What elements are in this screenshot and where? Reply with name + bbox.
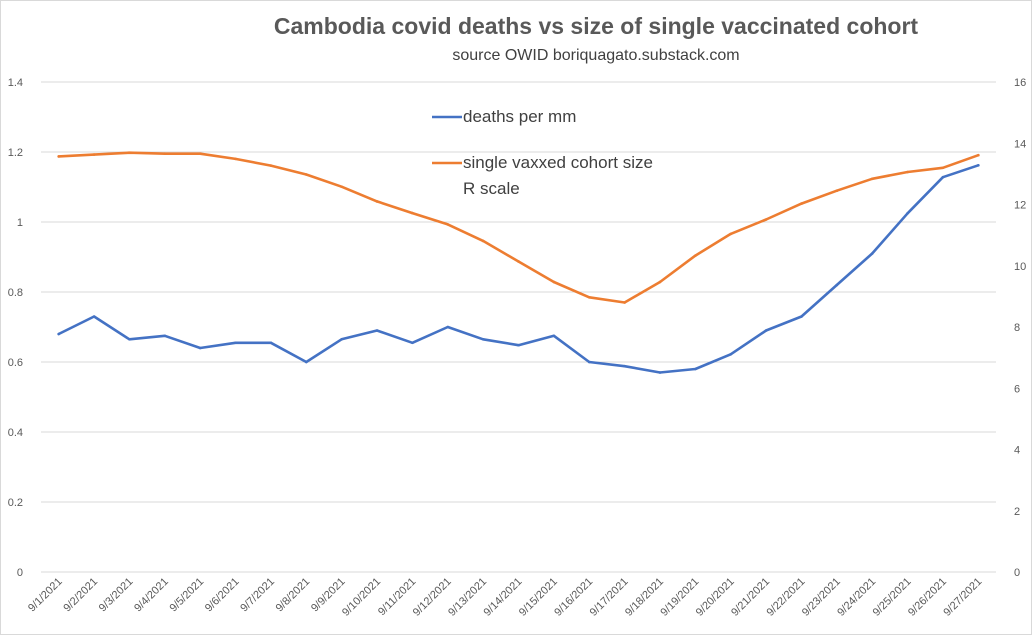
legend-note-r-scale: R scale xyxy=(463,179,520,198)
y-left-tick-label: 0.6 xyxy=(8,357,23,369)
data-point xyxy=(198,152,202,155)
y-left-tick-label: 0.4 xyxy=(8,427,23,439)
y-left-tick-label: 0.2 xyxy=(8,497,23,509)
x-tick-label: 9/8/2021 xyxy=(274,576,313,615)
data-point xyxy=(234,157,237,161)
chart-title: Cambodia covid deaths vs size of single … xyxy=(274,13,919,39)
data-point xyxy=(729,353,733,356)
y-left-tick-label: 1.2 xyxy=(8,147,23,159)
y-right-tick-label: 6 xyxy=(1014,383,1020,395)
data-point xyxy=(57,332,60,336)
data-point xyxy=(304,173,308,176)
y-left-tick-label: 1.4 xyxy=(8,77,23,89)
x-tick-label: 9/3/2021 xyxy=(97,576,136,615)
data-point xyxy=(623,364,626,368)
data-point xyxy=(269,164,273,167)
data-point xyxy=(835,283,839,287)
y-right-tick-label: 4 xyxy=(1014,445,1020,457)
y-right-tick-label: 14 xyxy=(1014,138,1026,150)
data-point xyxy=(198,346,202,350)
legend: deaths per mm single vaxxed cohort size … xyxy=(432,107,653,198)
data-point xyxy=(870,177,874,181)
data-point xyxy=(57,155,60,158)
y-right-tick-label: 2 xyxy=(1014,506,1020,518)
data-point xyxy=(977,164,980,167)
data-point xyxy=(800,202,803,205)
y-left-tick-label: 0 xyxy=(17,567,23,579)
data-point xyxy=(411,341,414,345)
data-point xyxy=(517,343,520,347)
x-tick-label: 9/6/2021 xyxy=(203,576,242,615)
x-tick-label: 9/2/2021 xyxy=(61,576,100,615)
data-point xyxy=(587,295,591,299)
data-point xyxy=(481,337,485,341)
data-point xyxy=(870,252,874,255)
data-point xyxy=(977,153,980,157)
data-point xyxy=(658,371,662,374)
data-point xyxy=(941,166,945,170)
gridlines xyxy=(41,81,996,573)
data-point xyxy=(304,360,308,364)
data-point xyxy=(92,153,96,156)
y-right-tick-label: 16 xyxy=(1014,77,1026,89)
data-point xyxy=(340,185,343,189)
x-tick-label: 9/27/2021 xyxy=(941,576,984,619)
data-point xyxy=(269,341,273,345)
x-tick-label: 9/7/2021 xyxy=(238,576,277,615)
series-lines xyxy=(57,151,980,374)
data-point xyxy=(446,223,450,226)
data-point xyxy=(375,200,379,203)
data-point xyxy=(517,260,520,263)
data-point xyxy=(729,232,733,236)
data-point xyxy=(411,211,414,215)
series-line-1 xyxy=(57,151,980,304)
data-point xyxy=(800,315,803,318)
data-point xyxy=(906,170,909,174)
data-point xyxy=(658,280,662,284)
y-right-tick-label: 0 xyxy=(1014,567,1020,579)
data-point xyxy=(623,301,626,304)
data-point xyxy=(163,152,167,155)
y-right-tick-label: 8 xyxy=(1014,322,1020,334)
legend-label-cohort: single vaxxed cohort size xyxy=(463,153,653,172)
data-point xyxy=(835,189,839,193)
data-point xyxy=(906,211,909,215)
legend-label-deaths: deaths per mm xyxy=(463,107,576,126)
data-point xyxy=(446,325,450,329)
x-tick-label: 9/5/2021 xyxy=(168,576,207,615)
data-point xyxy=(552,280,556,284)
data-point xyxy=(163,334,167,338)
y-left-tick-label: 1 xyxy=(17,217,23,229)
data-point xyxy=(375,329,379,332)
data-point xyxy=(481,239,485,243)
data-point xyxy=(234,341,237,345)
data-point xyxy=(694,254,697,257)
data-point xyxy=(552,334,556,338)
data-point xyxy=(764,329,768,332)
data-point xyxy=(128,151,131,155)
chart-subtitle: source OWID boriquagato.substack.com xyxy=(452,47,739,64)
data-point xyxy=(764,218,768,221)
data-point xyxy=(340,337,343,341)
x-tick-label: 9/4/2021 xyxy=(132,576,171,615)
data-point xyxy=(128,337,131,341)
data-point xyxy=(694,367,697,371)
x-tick-label: 9/1/2021 xyxy=(26,576,65,615)
data-point xyxy=(92,315,96,318)
x-tick-label: 9/10/2021 xyxy=(340,576,383,619)
data-point xyxy=(587,360,591,364)
y-right-tick-label: 10 xyxy=(1014,261,1026,273)
y-left-tick-label: 0.8 xyxy=(8,287,23,299)
data-point xyxy=(941,175,945,179)
y-right-tick-label: 12 xyxy=(1014,200,1026,212)
